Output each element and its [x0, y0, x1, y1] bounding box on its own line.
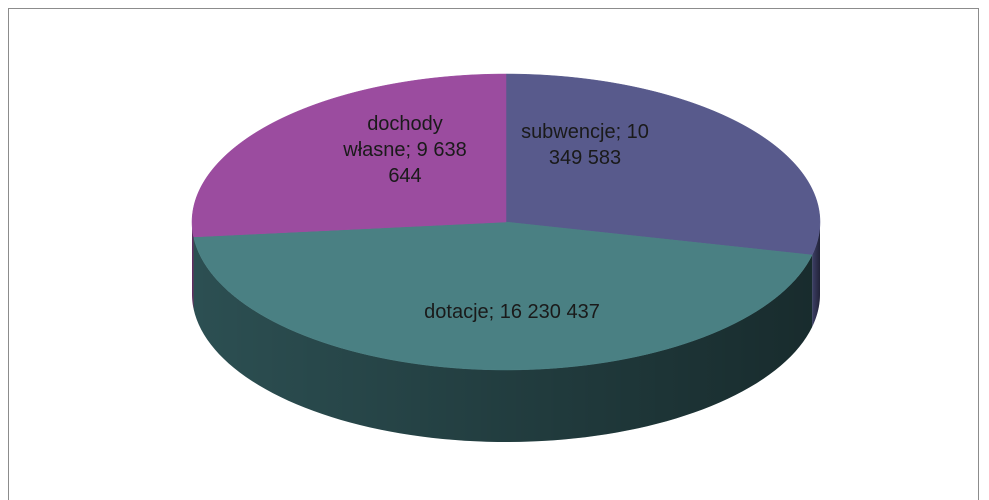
data-label: dotacje; 16 230 437	[424, 301, 600, 323]
slice-side-shade	[812, 222, 820, 327]
data-label: subwencje; 10 349 583	[521, 121, 649, 169]
slice	[191, 73, 507, 238]
slice	[505, 73, 821, 256]
slice-side-shade	[192, 222, 194, 309]
chart-frame	[8, 8, 979, 500]
slice-side-shade	[193, 236, 813, 442]
data-label: dochody własne; 9 638 644	[343, 113, 467, 187]
slice	[193, 221, 813, 371]
